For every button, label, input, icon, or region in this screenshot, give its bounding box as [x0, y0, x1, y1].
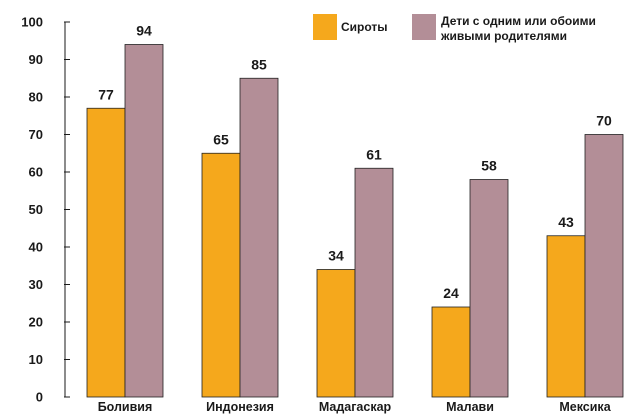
legend-label-with-parents: Дети с одним или обоими — [441, 14, 596, 28]
value-label: 58 — [481, 158, 497, 174]
y-tick-label: 10 — [29, 352, 43, 367]
bar-orphans — [431, 306, 471, 398]
x-category-label: Мадагаскар — [319, 400, 392, 414]
value-label: 43 — [558, 214, 574, 230]
value-label: 94 — [136, 23, 152, 39]
value-label: 85 — [251, 56, 267, 72]
x-category-label: Индонезия — [206, 400, 274, 414]
bar-orphans — [201, 152, 241, 398]
bar-orphans — [546, 235, 586, 398]
x-category-label: Мексика — [559, 400, 611, 414]
y-tick-label: 100 — [21, 15, 43, 30]
bar-with-parents — [239, 77, 279, 398]
value-label: 65 — [213, 131, 229, 147]
legend-label-orphans: Сироты — [341, 20, 388, 34]
value-labels: 77 94 65 85 34 61 24 58 43 70 — [98, 23, 612, 302]
x-category-label: Боливия — [98, 400, 153, 414]
y-tick-label: 30 — [29, 277, 43, 292]
legend-swatch-with-parents — [412, 14, 436, 40]
y-tick-label: 50 — [29, 202, 43, 217]
legend-label-with-parents: живыми родителями — [440, 29, 567, 43]
value-label: 24 — [443, 285, 459, 301]
bar-with-parents — [354, 167, 394, 398]
bar-orphans — [316, 269, 356, 398]
y-tick-label: 0 — [36, 390, 43, 405]
value-label: 34 — [328, 248, 344, 264]
y-tick-label: 90 — [29, 52, 43, 67]
bar-orphans — [86, 107, 126, 398]
y-tick-label: 60 — [29, 165, 43, 180]
value-label: 61 — [366, 146, 382, 162]
value-label: 77 — [98, 86, 114, 102]
bar-with-parents — [124, 44, 164, 398]
y-tick-label: 70 — [29, 127, 43, 142]
y-tick-label: 40 — [29, 240, 43, 255]
y-tick-label: 20 — [29, 315, 43, 330]
x-category-label: Малави — [446, 400, 494, 414]
y-tick-label: 80 — [29, 90, 43, 105]
bar-with-parents — [584, 134, 624, 398]
bar-with-parents — [469, 179, 509, 398]
legend-swatch-orphans — [313, 14, 337, 40]
bars — [86, 44, 624, 398]
y-axis: 0 10 20 30 40 50 60 70 80 90 100 — [21, 15, 70, 405]
value-label: 70 — [596, 113, 612, 129]
x-axis-labels: Боливия Индонезия Мадагаскар Малави Мексика — [98, 400, 612, 414]
